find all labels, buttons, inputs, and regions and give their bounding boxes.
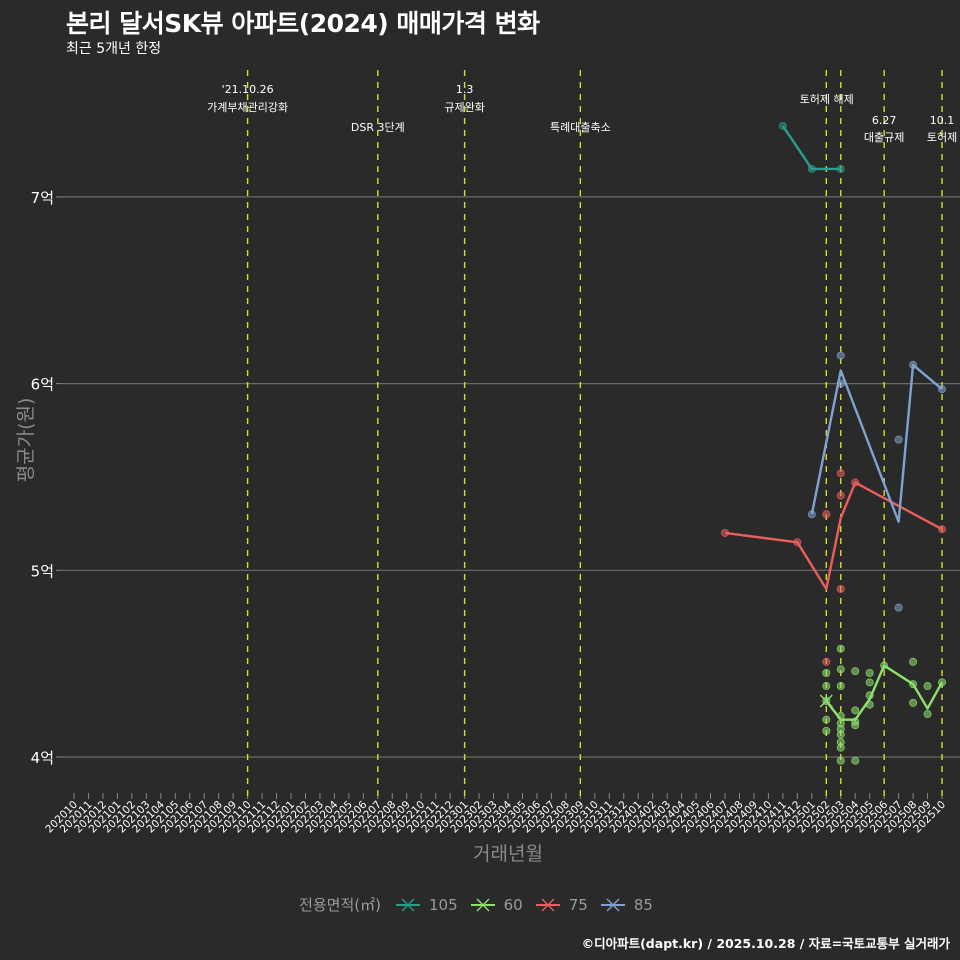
policy-annotation: '21.10.26 xyxy=(222,83,274,96)
chart-subtitle: 최근 5개년 한정 xyxy=(66,41,162,57)
data-point xyxy=(836,351,845,360)
data-point xyxy=(836,730,845,739)
series-75 xyxy=(721,469,947,666)
x-marker xyxy=(819,694,833,708)
data-point xyxy=(836,584,845,593)
legend-key-icon xyxy=(395,898,420,911)
data-point xyxy=(822,715,831,724)
legend-label: 105 xyxy=(428,895,458,914)
policy-annotation: 1.3 xyxy=(456,83,474,96)
series-85 xyxy=(807,351,947,612)
chart-title: 본리 달서SK뷰 아파트(2024) 매매가격 변화 xyxy=(66,9,540,38)
policy-annotation: 10.1 xyxy=(930,114,955,127)
legend-item-85: 85 xyxy=(600,896,653,914)
legend-label: 75 xyxy=(568,895,588,914)
data-point xyxy=(851,667,860,676)
y-axis-label: 평균가(원) xyxy=(15,398,37,483)
data-point xyxy=(923,710,932,719)
legend-key-icon xyxy=(470,898,495,911)
y-tick-label: 7억 xyxy=(31,189,54,207)
y-tick-label: 6억 xyxy=(31,376,54,394)
data-point xyxy=(822,657,831,666)
data-point xyxy=(822,726,831,735)
source-caption: ©디아파트(dapt.kr) / 2025.10.28 / 자료=국토교통부 실… xyxy=(581,936,950,951)
series-105 xyxy=(778,121,845,173)
data-point xyxy=(923,682,932,691)
data-point xyxy=(836,665,845,674)
data-point xyxy=(909,657,918,666)
data-point xyxy=(822,668,831,677)
series-line xyxy=(781,125,841,171)
plot-area: 4억5억6억7억평균가(원)20201020201120201220210120… xyxy=(15,70,960,865)
legend-key-icon xyxy=(535,898,560,911)
policy-annotation: 대출규제 xyxy=(864,131,904,144)
legend-label: 60 xyxy=(503,895,523,914)
series-line xyxy=(825,664,944,721)
legend: 전용면적(㎡) 105 60 75 85 xyxy=(0,894,960,915)
data-point xyxy=(836,743,845,752)
y-tick-label: 5억 xyxy=(31,562,54,580)
data-point xyxy=(836,491,845,500)
series-line xyxy=(810,363,943,523)
x-axis-label: 거래년월 xyxy=(473,843,543,865)
data-point xyxy=(851,756,860,765)
data-point xyxy=(865,678,874,687)
data-point xyxy=(894,603,903,612)
data-point xyxy=(836,756,845,765)
policy-annotation: 6.27 xyxy=(872,114,897,127)
legend-item-75: 75 xyxy=(535,896,588,914)
policy-annotation: 규제완화 xyxy=(444,101,484,114)
data-point xyxy=(851,706,860,715)
data-point xyxy=(865,668,874,677)
data-point xyxy=(851,721,860,730)
data-point xyxy=(836,682,845,691)
legend-label: 85 xyxy=(633,895,653,914)
data-point xyxy=(822,510,831,519)
policy-annotation: 가계부채관리강화 xyxy=(207,101,288,114)
policy-annotation: 특례대출축소 xyxy=(550,121,611,134)
y-tick-label: 4억 xyxy=(31,749,54,767)
legend-title: 전용면적(㎡) xyxy=(299,896,381,914)
data-point xyxy=(836,644,845,653)
policy-annotation: DSR 3단계 xyxy=(351,121,405,134)
legend-key-icon xyxy=(600,898,625,911)
data-point xyxy=(822,682,831,691)
policy-annotation: 토허제 xyxy=(927,131,957,144)
legend-item-105: 105 xyxy=(395,896,458,914)
data-point xyxy=(836,469,845,478)
series-line xyxy=(724,481,943,591)
data-point xyxy=(909,698,918,707)
data-point xyxy=(894,435,903,444)
legend-item-60: 60 xyxy=(470,896,523,914)
policy-annotation: 토허제 해제 xyxy=(800,92,854,106)
